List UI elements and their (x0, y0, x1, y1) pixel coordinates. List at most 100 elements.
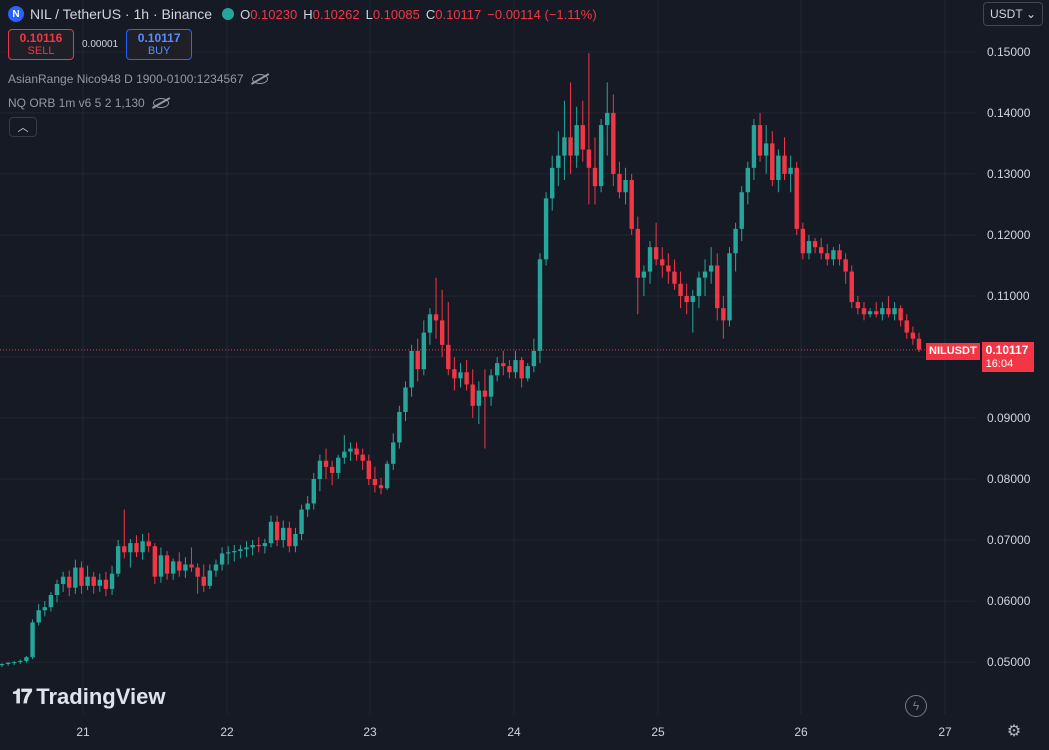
open-label: O (240, 6, 251, 22)
candle-body (562, 137, 567, 156)
candle-body (73, 567, 78, 588)
candle-body (519, 360, 524, 379)
spread-value: 0.00001 (82, 39, 119, 50)
candle-body (470, 384, 475, 406)
candle-body (715, 265, 720, 309)
price-tick-label: 0.09000 (987, 411, 1031, 425)
candle-body (684, 295, 689, 303)
candle-body (751, 125, 757, 168)
indicator-nq-orb[interactable]: NQ ORB 1m v6 5 2 1,130 (8, 96, 169, 110)
candle-body (54, 584, 60, 595)
candle-body (543, 198, 549, 260)
bolt-icon[interactable]: ϟ (905, 695, 927, 717)
candle-body (403, 387, 408, 412)
candle-body (18, 660, 23, 663)
candle-body (30, 622, 35, 658)
market-status-icon[interactable] (222, 8, 235, 20)
candle-body (708, 265, 714, 272)
candle-body (60, 576, 66, 585)
candle-body (244, 547, 249, 550)
candle-body (690, 295, 696, 303)
candle-body (849, 271, 854, 303)
indicator-label: NQ ORB 1m v6 5 2 1,130 (8, 96, 145, 110)
time-axis[interactable]: 21 22 23 24 25 26 27 (76, 725, 952, 739)
candle-body (293, 533, 298, 547)
candle-body (128, 543, 133, 553)
candle-body (384, 463, 390, 489)
candle-body (134, 543, 139, 553)
candle-body (122, 546, 127, 553)
last-price-box: 0.10117 16:04 (981, 341, 1034, 372)
trade-buttons: 0.10116 SELL 0.00001 0.10117 BUY (8, 29, 193, 60)
currency-select[interactable]: USDT ⌄ (983, 2, 1043, 26)
symbol-header: N NIL / TetherUS · 1h · Binance O0.10230… (8, 4, 597, 24)
candle-body (660, 259, 665, 266)
candle-body (910, 332, 916, 339)
candle-body (763, 143, 769, 156)
candle-body (12, 662, 17, 664)
indicator-asian-range[interactable]: AsianRange Nico948 D 1900-0100:1234567 (8, 72, 268, 86)
candle-body (855, 302, 861, 309)
candle-body (647, 247, 653, 272)
candle-body (5, 662, 11, 664)
candle-body (189, 564, 194, 568)
eye-off-icon[interactable] (152, 98, 169, 108)
candle-body (464, 372, 469, 385)
candle-body (140, 541, 145, 553)
collapse-indicators-button[interactable]: ︿ (9, 117, 37, 137)
candle-body (641, 271, 647, 278)
candle-body (800, 228, 806, 254)
candle-body (806, 241, 812, 254)
eye-off-icon[interactable] (251, 74, 268, 84)
candle-body (635, 228, 640, 278)
candles (0, 53, 926, 668)
gear-icon[interactable]: ⚙ (1005, 722, 1023, 740)
candle-body (678, 283, 683, 296)
price-tick-label: 0.14000 (987, 106, 1031, 120)
date-tick-label: 23 (363, 725, 377, 739)
candle-body (501, 363, 506, 367)
sell-price: 0.10116 (19, 30, 63, 45)
candle-body (458, 372, 463, 379)
candle-body (611, 112, 616, 174)
symbol-title[interactable]: NIL / TetherUS · 1h · Binance (30, 6, 213, 22)
candle-body (513, 360, 518, 373)
candle-body (317, 460, 323, 480)
candle-body (397, 411, 402, 443)
candle-body (476, 390, 482, 406)
candle-body (812, 241, 818, 248)
sell-label: SELL (27, 44, 55, 57)
bar-countdown: 16:04 (985, 357, 1014, 370)
candle-body (739, 192, 744, 229)
candle-body (42, 607, 47, 611)
buy-price: 0.10117 (137, 30, 181, 45)
candle-body (274, 521, 280, 541)
candle-body (311, 479, 316, 504)
candle-body (213, 564, 219, 571)
candle-body (366, 460, 372, 480)
candle-body (281, 527, 286, 541)
candle-body (598, 125, 604, 187)
candle-body (727, 253, 732, 321)
last-price-tag: NILUSDT 0.10117 16:04 (926, 341, 1034, 372)
high-value: 0.10262 (312, 6, 360, 22)
last-price-value: 0.10117 (985, 342, 1029, 357)
tradingview-logo[interactable]: 𝟏𝟕 TradingView (12, 684, 165, 710)
candle-body (904, 320, 909, 333)
candle-body (48, 595, 54, 608)
candle-body (629, 180, 634, 229)
candle-body (507, 366, 512, 373)
last-price-symbol: NILUSDT (926, 342, 980, 360)
candle-body (898, 308, 903, 321)
candle-body (892, 308, 897, 315)
candle-body (482, 390, 488, 397)
low-value: 0.10085 (372, 6, 420, 22)
candle-body (329, 466, 335, 473)
sell-button[interactable]: 0.10116 SELL (8, 29, 74, 60)
candle-body (818, 247, 824, 254)
candle-body (880, 308, 885, 315)
buy-button[interactable]: 0.10117 BUY (126, 29, 193, 60)
